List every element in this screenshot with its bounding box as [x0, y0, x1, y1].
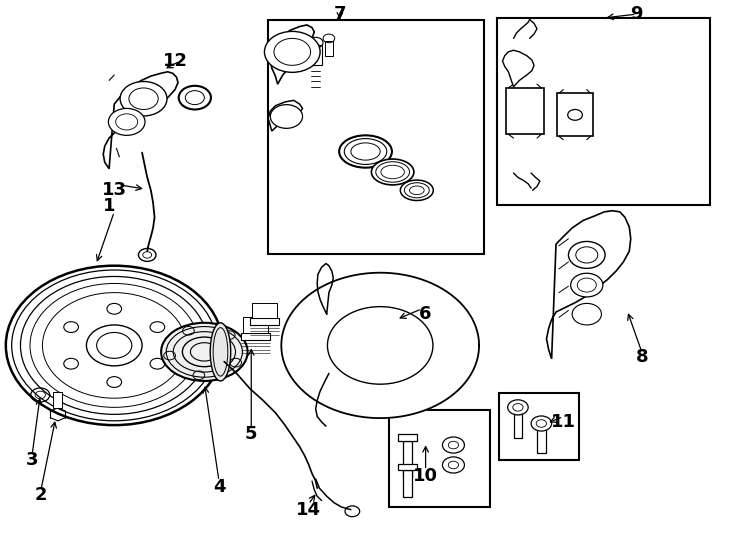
Text: 11: 11 — [550, 413, 576, 431]
Circle shape — [178, 86, 211, 110]
Text: 2: 2 — [34, 486, 47, 504]
Bar — [537, 429, 546, 453]
Text: 10: 10 — [413, 467, 438, 485]
Bar — [499, 393, 579, 460]
Ellipse shape — [400, 180, 433, 200]
Text: 13: 13 — [102, 181, 127, 199]
Bar — [389, 410, 490, 507]
Bar — [310, 45, 321, 65]
Text: 4: 4 — [213, 477, 225, 496]
Circle shape — [531, 416, 552, 431]
Circle shape — [508, 400, 528, 415]
Bar — [252, 303, 277, 318]
Bar — [506, 89, 545, 134]
Polygon shape — [268, 100, 302, 131]
Circle shape — [109, 109, 145, 136]
Ellipse shape — [371, 159, 414, 185]
Text: 7: 7 — [334, 5, 346, 23]
Text: 12: 12 — [162, 52, 188, 70]
Polygon shape — [503, 50, 534, 87]
Ellipse shape — [161, 323, 247, 381]
Text: 8: 8 — [636, 348, 648, 366]
Bar — [243, 317, 268, 333]
Circle shape — [327, 307, 433, 384]
Bar — [398, 434, 417, 441]
Text: 9: 9 — [631, 5, 643, 23]
Circle shape — [120, 82, 167, 116]
Ellipse shape — [339, 136, 392, 167]
Circle shape — [568, 241, 605, 268]
Text: 3: 3 — [26, 450, 38, 469]
Circle shape — [264, 31, 320, 72]
Text: 5: 5 — [245, 426, 258, 443]
Circle shape — [572, 303, 601, 325]
Bar — [514, 414, 523, 438]
Bar — [403, 470, 412, 497]
Polygon shape — [103, 72, 178, 168]
Polygon shape — [281, 273, 479, 418]
Bar — [241, 333, 270, 340]
Polygon shape — [547, 211, 631, 359]
Bar — [403, 441, 412, 477]
Bar — [250, 318, 279, 325]
Text: 1: 1 — [103, 198, 115, 215]
Bar — [558, 93, 592, 137]
Ellipse shape — [210, 323, 230, 381]
Bar — [54, 392, 62, 408]
Bar — [498, 18, 710, 205]
Bar — [324, 40, 333, 56]
Polygon shape — [270, 25, 314, 84]
Bar — [398, 464, 417, 470]
Circle shape — [270, 105, 302, 129]
Circle shape — [570, 273, 603, 297]
Text: 14: 14 — [296, 501, 321, 519]
Text: 6: 6 — [419, 305, 432, 323]
Bar — [268, 19, 484, 254]
